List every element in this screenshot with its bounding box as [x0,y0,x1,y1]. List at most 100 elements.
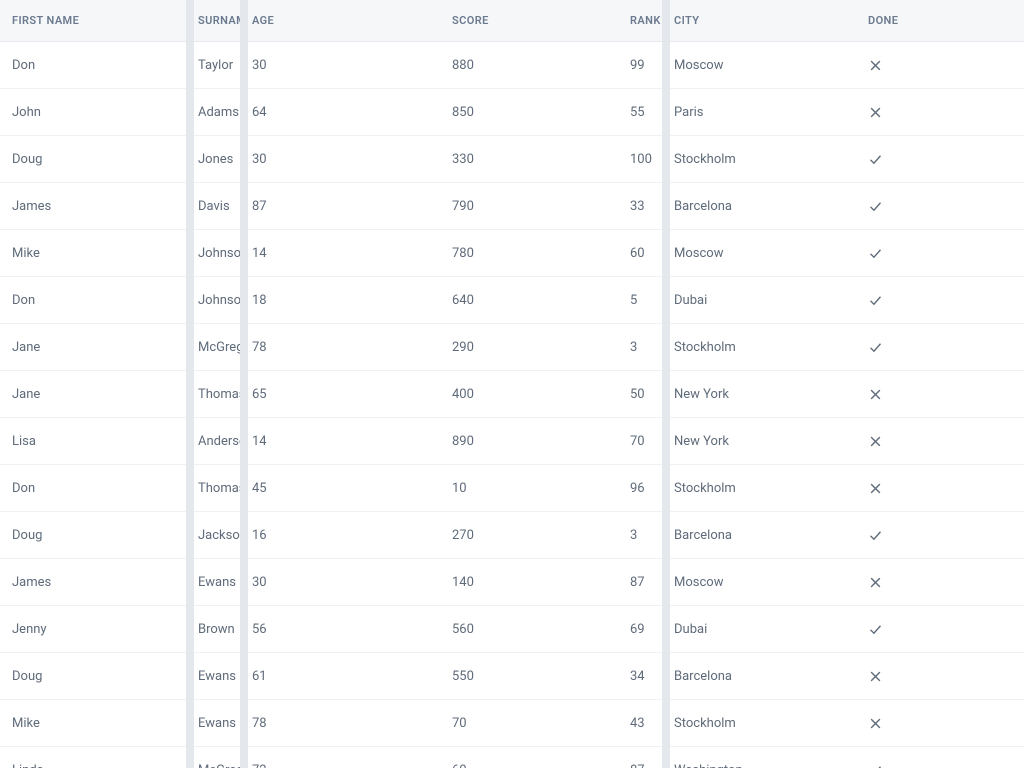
cell-rank: 43 [618,700,662,747]
cell-score: 10 [440,465,618,512]
cell-score: 290 [440,324,618,371]
cell-surname: Ewans [186,559,240,606]
cell-city: Stockholm [662,465,856,512]
cell-city: Stockholm [662,136,856,183]
column-header-first_name[interactable]: FIRST NAME [0,0,186,42]
cell-first_name: John [0,89,186,136]
cell-age: 56 [240,606,440,653]
check-icon [868,340,1012,355]
cross-icon [868,669,1012,684]
cell-surname: Ewans [186,700,240,747]
cell-city: Dubai [662,606,856,653]
cell-rank: 55 [618,89,662,136]
cell-rank: 96 [618,465,662,512]
column-resize-handle[interactable] [186,0,194,768]
cell-first_name: Mike [0,700,186,747]
table-row[interactable]: JamesEwans3014087Moscow [0,559,1024,606]
cell-surname: Thomas [186,465,240,512]
column-header-done[interactable]: DONE [856,0,1024,42]
cell-rank: 33 [618,183,662,230]
table-row[interactable]: DougEwans6155034Barcelona [0,653,1024,700]
cell-first_name: Jane [0,324,186,371]
cell-first_name: James [0,559,186,606]
cell-first_name: Doug [0,136,186,183]
cell-city: New York [662,418,856,465]
cell-rank: 3 [618,512,662,559]
cell-surname: Taylor [186,42,240,89]
cell-first_name: James [0,183,186,230]
table-row[interactable]: JennyBrown5656069Dubai [0,606,1024,653]
cell-score: 60 [440,747,618,768]
column-header-city[interactable]: CITY [662,0,856,42]
cell-city: Washington [662,747,856,768]
cell-surname: Thomas [186,371,240,418]
cell-age: 30 [240,42,440,89]
table-row[interactable]: MikeEwans787043Stockholm [0,700,1024,747]
table-row[interactable]: DougJones30330100Stockholm [0,136,1024,183]
cell-age: 78 [240,700,440,747]
cell-rank: 100 [618,136,662,183]
cell-age: 64 [240,89,440,136]
table-header-row: FIRST NAMESURNAMEAGESCORERANKCITYDONE [0,0,1024,42]
cell-age: 87 [240,183,440,230]
table-row[interactable]: LisaAnderson1489070New York [0,418,1024,465]
cell-score: 550 [440,653,618,700]
cell-first_name: Doug [0,653,186,700]
cell-rank: 99 [618,42,662,89]
cross-icon [868,58,1012,73]
column-resize-handle[interactable] [662,0,670,768]
column-resize-handle[interactable] [240,0,248,768]
cell-first_name: Jenny [0,606,186,653]
cell-score: 850 [440,89,618,136]
column-header-surname[interactable]: SURNAME [186,0,240,42]
table-row[interactable]: DonTaylor3088099Moscow [0,42,1024,89]
table-row[interactable]: DougJackson162703Barcelona [0,512,1024,559]
cell-city: Barcelona [662,183,856,230]
cell-age: 14 [240,418,440,465]
cell-surname: McGregor [186,324,240,371]
check-icon [868,293,1012,308]
cell-score: 270 [440,512,618,559]
table-row[interactable]: DonThomas451096Stockholm [0,465,1024,512]
cell-score: 560 [440,606,618,653]
cell-surname: Anderson [186,418,240,465]
table-row[interactable]: JaneThomas6540050New York [0,371,1024,418]
cell-age: 65 [240,371,440,418]
cell-surname: Adams [186,89,240,136]
cell-surname: McGregor [186,747,240,768]
table-row[interactable]: MikeJohnson1478060Moscow [0,230,1024,277]
check-icon [868,622,1012,637]
cell-city: Moscow [662,559,856,606]
cell-first_name: Don [0,42,186,89]
column-header-rank[interactable]: RANK [618,0,662,42]
cell-rank: 5 [618,277,662,324]
cell-age: 18 [240,277,440,324]
cell-score: 890 [440,418,618,465]
cell-rank: 87 [618,559,662,606]
cell-score: 140 [440,559,618,606]
cell-first_name: Jane [0,371,186,418]
cell-age: 72 [240,747,440,768]
cell-surname: Jones [186,136,240,183]
cell-first_name: Mike [0,230,186,277]
column-header-score[interactable]: SCORE [440,0,618,42]
check-icon [868,246,1012,261]
cell-score: 880 [440,42,618,89]
cell-rank: 50 [618,371,662,418]
cell-score: 790 [440,183,618,230]
cell-surname: Johnson [186,277,240,324]
cell-age: 45 [240,465,440,512]
table-row[interactable]: LindaMcGregor726087Washington [0,747,1024,768]
table-row[interactable]: JaneMcGregor782903Stockholm [0,324,1024,371]
cross-icon [868,105,1012,120]
table-row[interactable]: DonJohnson186405Dubai [0,277,1024,324]
cell-first_name: Doug [0,512,186,559]
table-row[interactable]: JohnAdams6485055Paris [0,89,1024,136]
table-row[interactable]: JamesDavis8779033Barcelona [0,183,1024,230]
cell-score: 400 [440,371,618,418]
cell-surname: Brown [186,606,240,653]
cell-city: Barcelona [662,512,856,559]
column-header-age[interactable]: AGE [240,0,440,42]
cell-city: Dubai [662,277,856,324]
cell-age: 78 [240,324,440,371]
